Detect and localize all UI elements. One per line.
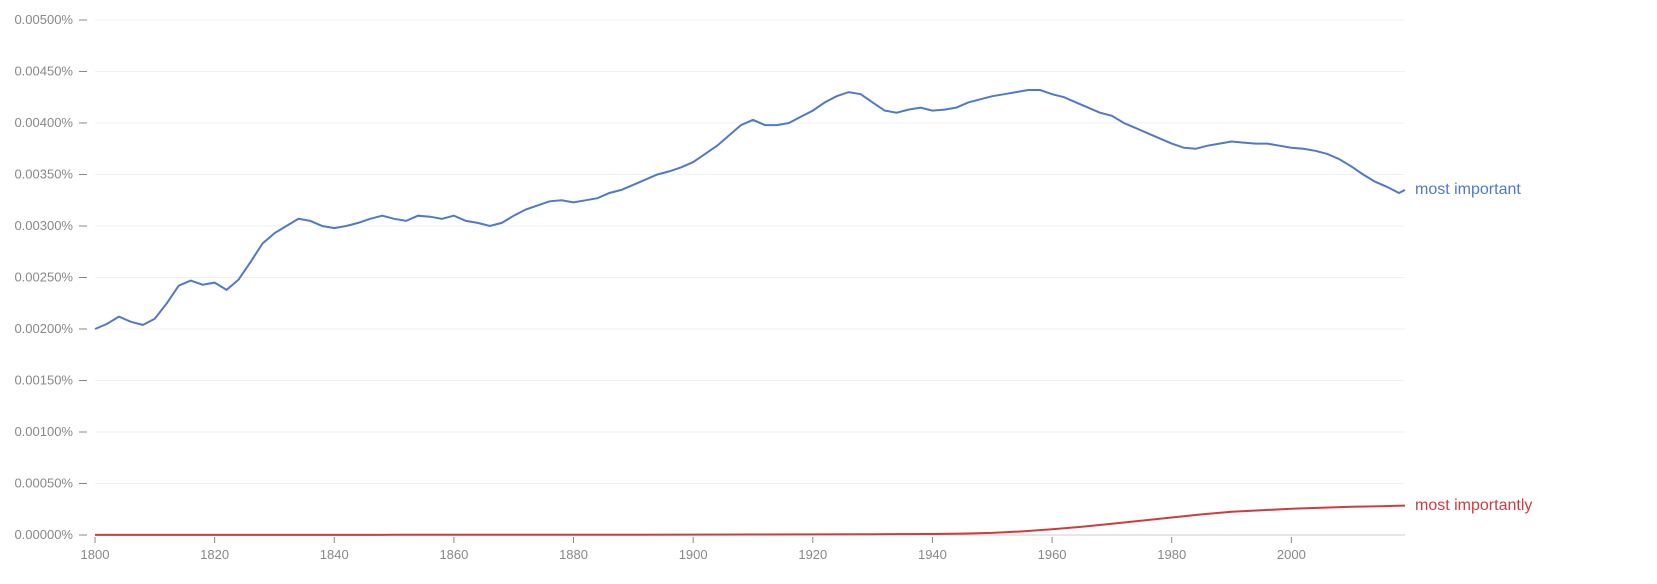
y-tick-label: 0.00050% <box>14 476 73 491</box>
x-tick-label: 1960 <box>1038 547 1067 562</box>
y-tick-label: 0.00100% <box>14 424 73 439</box>
x-tick-label: 1900 <box>679 547 708 562</box>
y-tick-label: 0.00250% <box>14 270 73 285</box>
x-tick-label: 1860 <box>439 547 468 562</box>
series-label-most-important: most important <box>1415 181 1521 198</box>
y-tick-label: 0.00500% <box>14 12 73 27</box>
y-tick-label: 0.00300% <box>14 218 73 233</box>
x-tick-label: 1800 <box>81 547 110 562</box>
y-tick-label: 0.00150% <box>14 373 73 388</box>
y-tick-label: 0.00200% <box>14 321 73 336</box>
x-tick-label: 1940 <box>918 547 947 562</box>
x-tick-label: 1920 <box>798 547 827 562</box>
x-tick-label: 1820 <box>200 547 229 562</box>
y-tick-label: 0.00400% <box>14 115 73 130</box>
x-tick-label: 1840 <box>320 547 349 562</box>
ngram-line-chart: 0.00000% 0.00050% 0.00100% 0.00150% 0.00200%… <box>0 0 1657 584</box>
y-tick-label: 0.00000% <box>14 527 73 542</box>
chart-svg: 0.00000% 0.00050% 0.00100% 0.00150% 0.00200%… <box>0 0 1657 584</box>
y-tick-label: 0.00350% <box>14 167 73 182</box>
x-tick-label: 2000 <box>1277 547 1306 562</box>
y-tick-label: 0.00450% <box>14 64 73 79</box>
x-tick-label: 1880 <box>559 547 588 562</box>
series-label-most-importantly: most importantly <box>1415 497 1532 514</box>
x-tick-label: 1980 <box>1157 547 1186 562</box>
